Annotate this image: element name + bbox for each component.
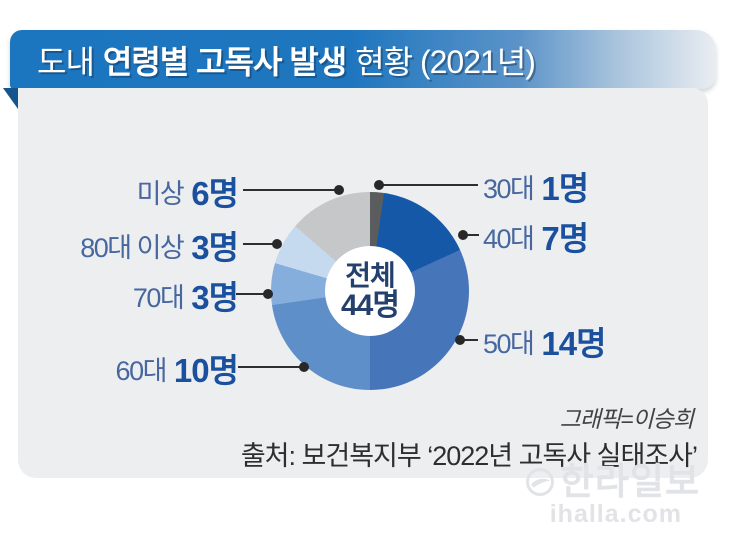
- title-banner: 도내 연령별 고독사 발생 현황 (2021년): [10, 30, 716, 89]
- callout-name: 50대: [483, 328, 535, 359]
- halla-logo: 한라일보 ihalla.com: [524, 463, 700, 527]
- banner-fold-triangle: [3, 88, 18, 109]
- callout-label-70s: 70대 3명: [132, 273, 239, 317]
- title-segment-regular: 도내: [37, 43, 95, 80]
- callout-line-30s: [379, 184, 478, 186]
- callout-count: 10명: [173, 352, 239, 389]
- graphic-credit: 그래픽=이승희: [559, 406, 694, 432]
- callout-line-unknown: [243, 189, 339, 191]
- page-title: 도내 연령별 고독사 발생 현황 (2021년): [37, 37, 544, 83]
- title-segment-bold: 연령별 고독사 발생: [102, 43, 347, 80]
- callout-label-40s: 40대 7명: [483, 214, 589, 258]
- callout-dot-unknown: [334, 185, 344, 195]
- title-segment-regular2: 현황 (2021년): [355, 43, 536, 80]
- callout-count: 1명: [541, 170, 589, 207]
- callout-line-70s: [236, 293, 268, 295]
- callout-count: 3명: [191, 229, 239, 266]
- callout-line-40s: [463, 234, 479, 236]
- center-label-count: 44명: [341, 288, 400, 322]
- callout-label-50s: 50대 14명: [483, 319, 606, 363]
- donut-center: 전체 44명: [325, 246, 415, 336]
- halla-logo-text: 한라일보: [559, 461, 700, 502]
- callout-line-60s: [238, 366, 304, 368]
- callout-label-30s: 30대 1명: [483, 164, 589, 208]
- center-label-total: 전체: [345, 259, 396, 291]
- callout-name: 60대: [115, 355, 168, 386]
- callout-dot-80s: [272, 239, 282, 249]
- callout-label-80s: 80대 이상 3명: [80, 223, 239, 267]
- callout-dot-40s: [458, 230, 468, 240]
- callout-count: 7명: [541, 220, 589, 257]
- callout-line-50s: [460, 339, 478, 341]
- callout-name: 30대: [483, 173, 535, 204]
- callout-dot-50s: [455, 335, 465, 345]
- callout-dot-30s: [374, 180, 384, 190]
- callout-label-unknown: 미상 6명: [136, 169, 239, 213]
- callout-name: 미상: [136, 178, 185, 209]
- halla-logo-icon: [524, 466, 556, 498]
- callout-name: 70대: [132, 282, 185, 313]
- callout-dot-60s: [299, 362, 309, 372]
- callout-name: 80대 이상: [80, 232, 185, 263]
- callout-count: 14명: [541, 325, 606, 362]
- callout-line-80s: [243, 243, 277, 245]
- source-text: 출처: 보건복지부 ‘2022년 고독사 실태조사’: [240, 441, 698, 471]
- callout-count: 6명: [191, 175, 239, 212]
- callout-name: 40대: [483, 223, 535, 254]
- halla-logo-domain: ihalla.com: [549, 500, 682, 528]
- callout-count: 3명: [191, 279, 239, 316]
- callout-dot-70s: [263, 289, 273, 299]
- callout-label-60s: 60대 10명: [115, 346, 239, 390]
